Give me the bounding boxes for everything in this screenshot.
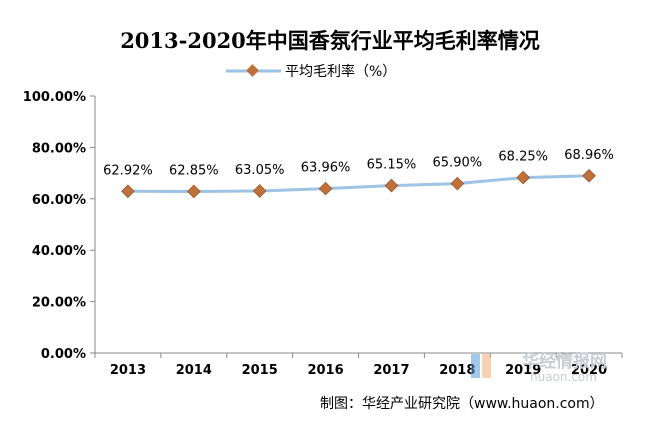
data-point <box>187 184 201 199</box>
y-tick-label: 80.00% <box>32 141 86 156</box>
data-point <box>252 184 267 198</box>
watermark-sub: huaon.com <box>530 370 597 384</box>
legend: 平均毛利率（%） <box>226 63 396 80</box>
watermark: 华经情报网 huaon.com <box>471 351 607 384</box>
watermark-logo-accent <box>482 354 491 378</box>
axes <box>94 96 622 354</box>
data-point <box>450 176 465 191</box>
data-label: 65.90% <box>433 156 483 171</box>
series-line <box>127 174 590 193</box>
data-point <box>582 168 596 183</box>
y-tick-label: 0.00% <box>41 347 86 362</box>
data-label: 65.15% <box>367 158 417 173</box>
data-label: 62.92% <box>103 163 153 178</box>
y-tick-label: 100.00% <box>23 90 86 105</box>
y-tick-label: 60.00% <box>32 193 86 208</box>
watermark-logo <box>471 354 480 378</box>
x-tick-label: 2020 <box>571 363 607 378</box>
data-label: 68.25% <box>498 150 548 165</box>
data-point <box>318 181 333 196</box>
y-tick-label: 20.00% <box>32 296 86 311</box>
x-tick-label: 2018 <box>439 363 475 378</box>
data-points <box>121 168 596 199</box>
chart-title: 2013-2020年中国香氛行业平均毛利率情况 <box>120 28 540 53</box>
data-label: 68.96% <box>564 148 614 163</box>
legend-marker <box>246 64 259 77</box>
x-tick-label: 2017 <box>373 363 409 378</box>
x-tick-label: 2019 <box>505 363 541 378</box>
x-tick-label: 2016 <box>307 363 343 378</box>
legend-label: 平均毛利率（%） <box>285 63 396 80</box>
series-polyline <box>127 174 590 193</box>
x-tick-label: 2015 <box>242 363 278 378</box>
data-labels: 62.92% 62.85% 63.05% 63.96% 65.15% 65.90% 68.2… <box>103 148 614 179</box>
data-label: 62.85% <box>169 163 219 178</box>
data-label: 63.05% <box>235 163 285 178</box>
x-tick-label: 2013 <box>110 363 146 378</box>
y-axis-ticks: 0.00% 20.00% 40.00% 60.00% 80.00% 100.00% <box>23 90 95 362</box>
data-point <box>121 184 135 199</box>
x-tick-label: 2014 <box>176 363 212 378</box>
y-tick-label: 40.00% <box>32 244 86 259</box>
data-point <box>384 178 399 193</box>
watermark-main: 华经情报网 <box>522 351 607 372</box>
data-point <box>516 170 530 185</box>
x-axis-ticks: 2013 2014 2015 2016 2017 2018 2019 2020 <box>94 353 623 378</box>
source-note: 制图：华经产业研究院（www.huaon.com） <box>320 396 604 412</box>
data-label: 63.96% <box>301 161 351 176</box>
